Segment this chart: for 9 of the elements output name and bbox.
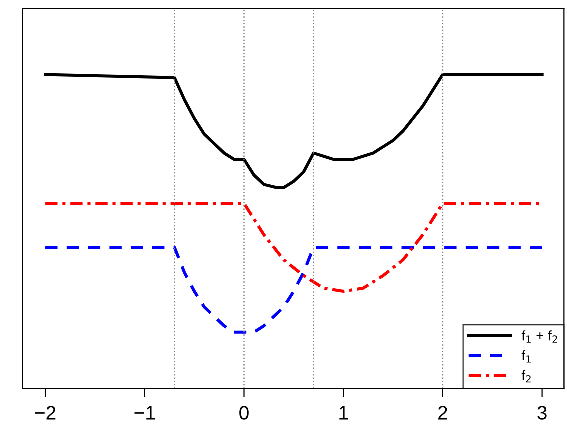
x-tick-label: 2 [438,406,448,420]
legend-label: f$_{1}$ [522,350,531,363]
legend-label: f$_{2}$ [522,370,531,383]
x-tick-label: 0 [240,406,249,420]
x-tick-label: −1 [134,406,156,420]
x-tick-label: 1 [340,406,348,420]
legend-label: f$_{1}$ + f$_{2}$ [522,330,558,343]
x-tick-label: 3 [538,406,547,420]
x-tick-label: −2 [35,406,56,420]
